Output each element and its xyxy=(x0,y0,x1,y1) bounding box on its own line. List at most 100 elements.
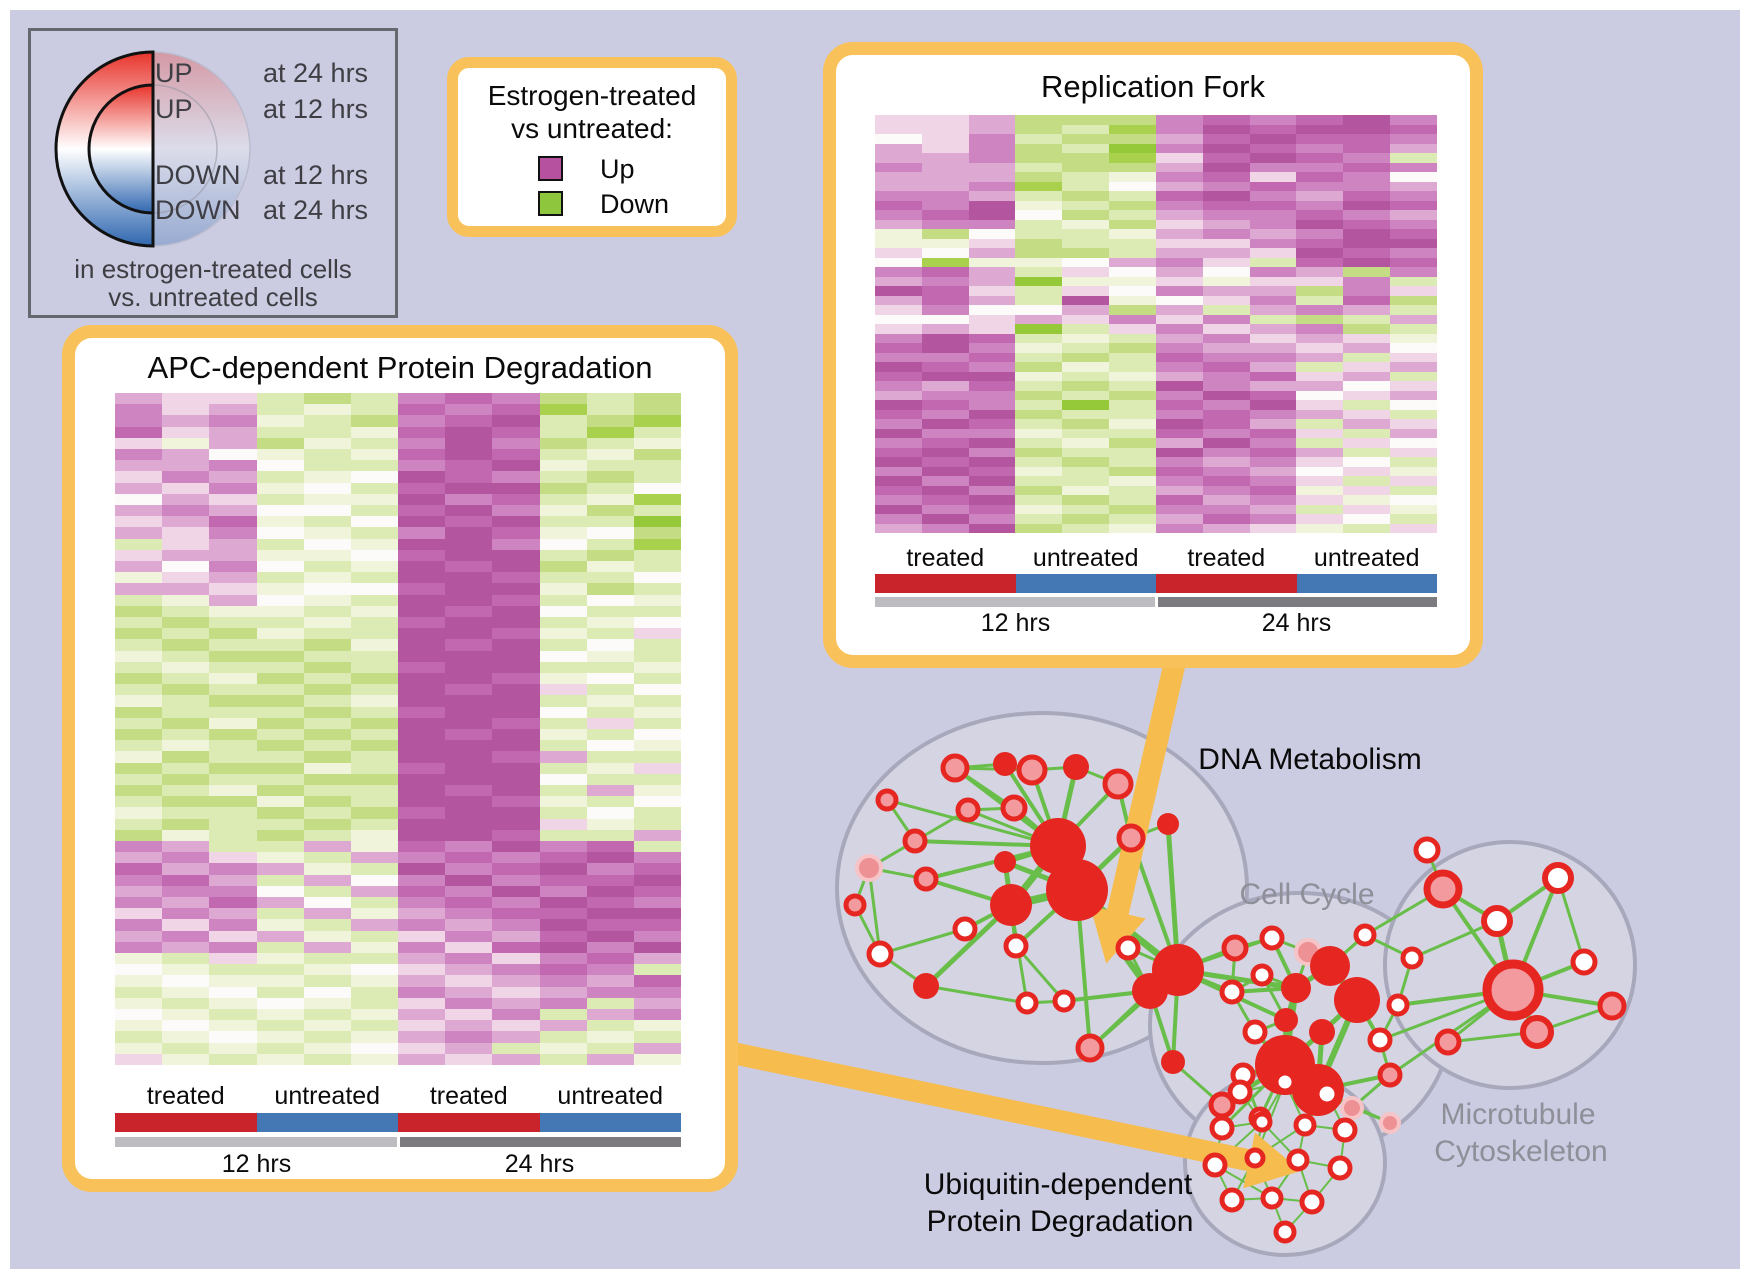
heatmap-cell xyxy=(350,1053,398,1065)
heatmap-cell xyxy=(492,426,540,438)
heatmap-cell xyxy=(209,964,257,976)
heatmap-cell xyxy=(209,941,257,953)
heatmap-cell xyxy=(921,229,969,239)
heatmap-cell xyxy=(1249,504,1297,514)
heatmap-cell xyxy=(1249,419,1297,429)
heatmap-cell xyxy=(1155,428,1203,438)
heatmap-cell xyxy=(1062,210,1110,220)
heatmap-cell xyxy=(633,583,681,595)
heatmap-cell xyxy=(398,493,446,505)
heatmap-cell xyxy=(256,919,304,931)
heatmap-cell xyxy=(398,762,446,774)
network-edge xyxy=(886,798,1059,848)
heatmap-cell xyxy=(398,404,446,416)
heatmap-cell xyxy=(492,516,540,528)
heatmap-cell xyxy=(162,493,210,505)
heatmap-cell xyxy=(1062,419,1110,429)
heatmap-cell xyxy=(921,286,969,296)
heatmap-cell xyxy=(1202,200,1250,210)
network-node xyxy=(1157,813,1179,835)
heatmap-cell xyxy=(1390,504,1437,514)
heatmap-cell xyxy=(350,1042,398,1054)
heatmap-cell xyxy=(162,1020,210,1032)
network-edge xyxy=(925,984,1028,1005)
heatmap-cell xyxy=(875,162,922,172)
heatmap-cell xyxy=(1249,314,1297,324)
heatmap-cell xyxy=(1296,134,1344,144)
heatmap-cell xyxy=(398,751,446,763)
heatmap-cell xyxy=(492,504,540,517)
heatmap-cell xyxy=(256,426,304,438)
heatmap-cell xyxy=(1249,447,1297,457)
replication-fork-panel: Replication Fork treated untreated treat… xyxy=(823,42,1483,668)
heatmap-cell xyxy=(445,1053,493,1065)
heatmap-cell xyxy=(1296,495,1344,505)
heatmap-cell xyxy=(968,295,1016,305)
heatmap-cell xyxy=(1390,400,1437,410)
heatmap-cell xyxy=(492,1031,540,1043)
heatmap-cell xyxy=(633,796,681,808)
heatmap-cell xyxy=(209,426,257,438)
heatmap-cell xyxy=(875,219,922,229)
heatmap-cell xyxy=(303,896,351,909)
down-swatch-icon xyxy=(538,191,563,216)
heatmap-cell xyxy=(539,784,587,797)
heatmap-cell xyxy=(398,1031,446,1043)
heatmap-cell xyxy=(539,717,587,729)
heatmap-cell xyxy=(586,728,634,741)
heatmap-cell xyxy=(350,952,398,965)
heatmap-cell xyxy=(633,717,681,729)
heatmap-cell xyxy=(256,829,304,841)
heatmap-cell xyxy=(875,172,922,182)
heatmap-cell xyxy=(1296,314,1344,324)
heatmap-cell xyxy=(1343,381,1391,391)
heatmap-cell xyxy=(633,818,681,830)
heatmap-cell xyxy=(209,706,257,718)
heatmap-cell xyxy=(303,460,351,472)
heatmap-cell xyxy=(1296,172,1344,182)
heatmap-cell xyxy=(492,941,540,953)
heatmap-cell xyxy=(586,706,634,718)
heatmap-cell xyxy=(256,527,304,539)
heatmap-cell xyxy=(586,404,634,416)
heatmap-cell xyxy=(875,428,922,438)
heatmap-cell xyxy=(633,930,681,942)
heatmap-cell xyxy=(586,717,634,729)
heatmap-cell xyxy=(968,485,1016,495)
heatmap-cell xyxy=(445,549,493,561)
heatmap-cell xyxy=(209,919,257,931)
ring-time-label: at 24 hrs xyxy=(263,58,369,88)
heatmap-cell xyxy=(875,153,922,163)
heatmap-cell xyxy=(633,639,681,651)
heatmap-cell xyxy=(539,460,587,472)
heatmap-cell xyxy=(875,134,922,144)
heatmap-cell xyxy=(445,874,493,886)
heatmap-cell xyxy=(1343,248,1391,258)
heatmap-cell xyxy=(1249,324,1297,334)
network-node xyxy=(902,828,928,854)
heatmap-cell xyxy=(1343,495,1391,505)
heatmap-cell xyxy=(350,516,398,528)
network-node xyxy=(1250,963,1274,987)
heatmap-cell xyxy=(1062,485,1110,495)
heatmap-cell xyxy=(1109,352,1156,362)
heatmap-cell xyxy=(445,885,493,897)
heatmap-cell xyxy=(921,495,969,505)
heatmap-cell xyxy=(256,751,304,763)
heatmap-cell xyxy=(303,594,351,606)
heatmap-cell xyxy=(398,908,446,920)
heatmap-cell xyxy=(1202,343,1250,353)
heatmap-cell xyxy=(1343,476,1391,486)
heatmap-cell xyxy=(1296,428,1344,438)
heatmap-cell xyxy=(162,784,210,797)
heatmap-cell xyxy=(303,426,351,438)
heatmap-cell xyxy=(209,639,257,651)
heatmap-cell xyxy=(1343,143,1391,153)
network-node xyxy=(1386,993,1410,1017)
heatmap-cell xyxy=(350,930,398,942)
heatmap-cell xyxy=(1015,238,1063,248)
heatmap-cell xyxy=(1109,143,1156,153)
heatmap-cell xyxy=(633,728,681,741)
heatmap-cell xyxy=(1343,200,1391,210)
